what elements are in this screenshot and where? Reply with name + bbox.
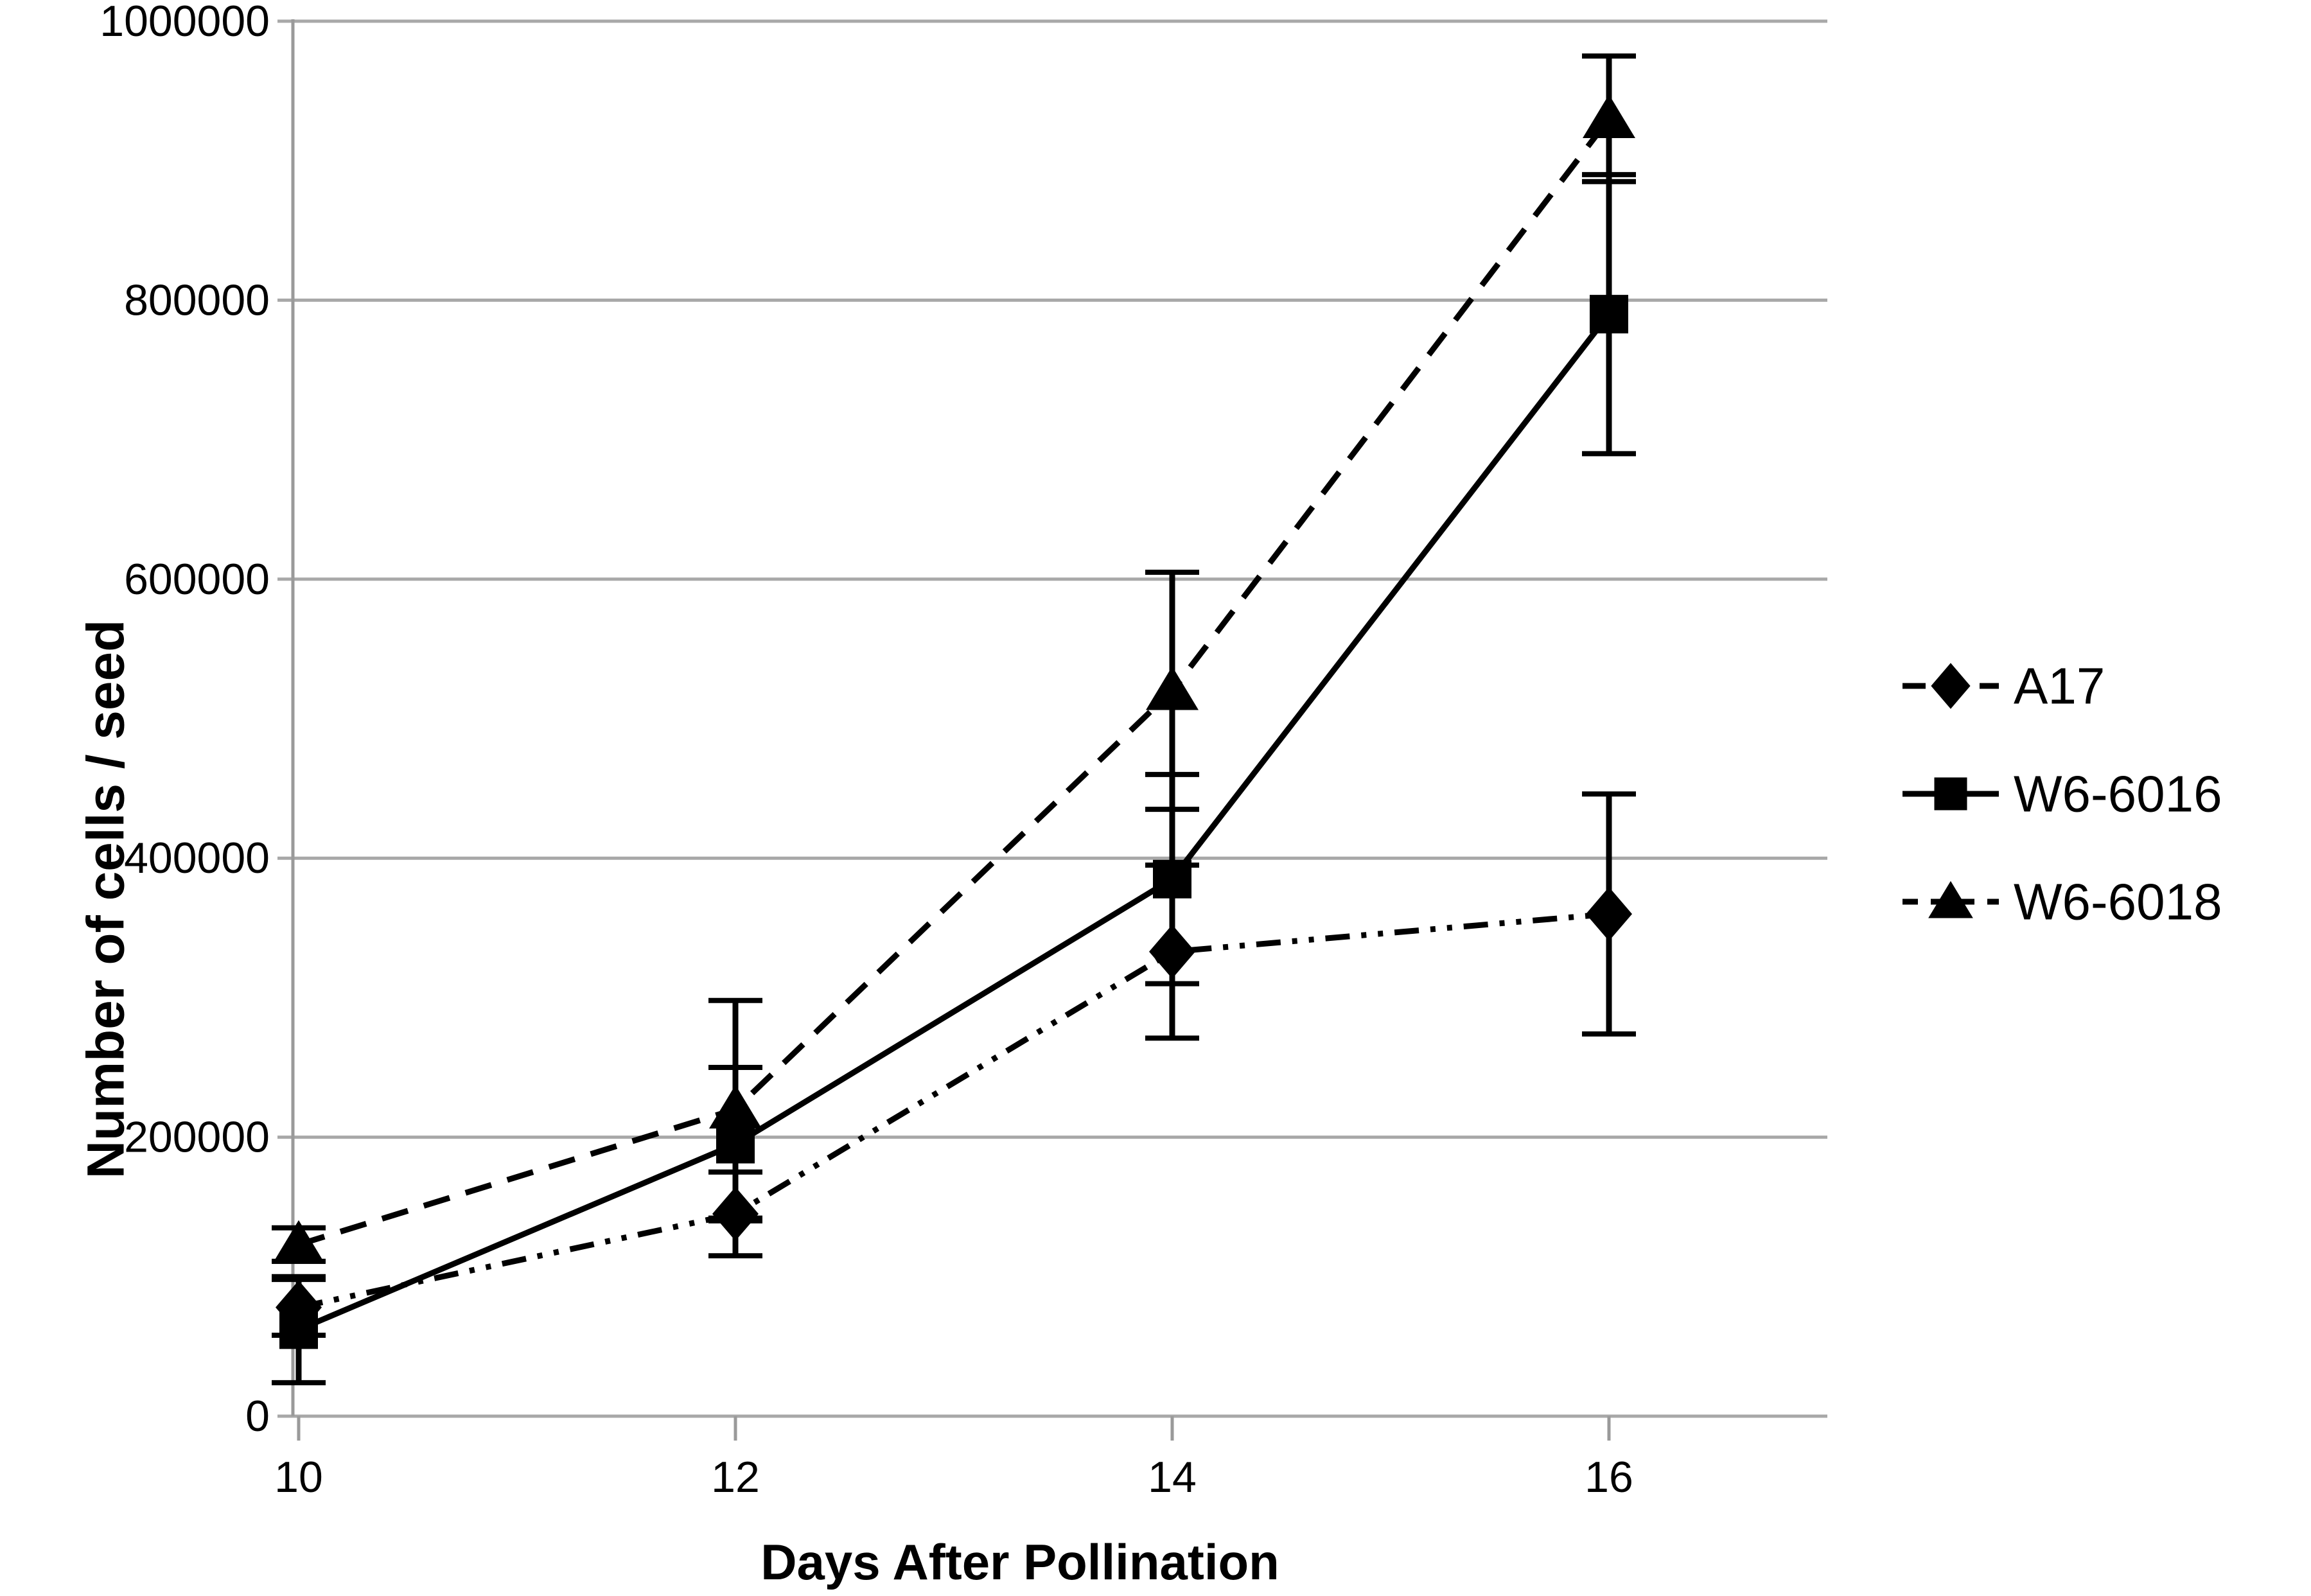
legend-square-icon	[1934, 777, 1967, 811]
legend-triangle-icon	[1928, 881, 1973, 918]
y-tick-label-1000000: 1000000	[100, 0, 270, 46]
triangle-marker-W6-6018-10	[272, 1220, 325, 1264]
diamond-marker-A17-16	[1586, 887, 1632, 942]
legend-label: W6-6018	[2014, 873, 2222, 931]
series-lines	[297, 117, 1612, 1333]
x-tick-labels: 10 12 14 16	[274, 1453, 1633, 1502]
y-tick-label-800000: 800000	[124, 276, 270, 324]
series-markers	[272, 94, 1635, 1349]
square-marker-W6-6016-12	[716, 1125, 755, 1164]
x-tick-label-14: 14	[1148, 1453, 1197, 1502]
triangle-marker-W6-6018-16	[1583, 94, 1635, 139]
y-tick-label-600000: 600000	[124, 555, 270, 604]
x-tick-label-16: 16	[1585, 1453, 1633, 1502]
square-marker-W6-6016-10	[279, 1310, 318, 1349]
triangle-marker-W6-6018-12	[709, 1085, 762, 1129]
x-tick-label-12: 12	[711, 1453, 760, 1502]
x-axis-ticks	[297, 1416, 1611, 1441]
triangle-marker-W6-6018-14	[1146, 666, 1199, 710]
series-line-W6-6018	[297, 117, 1612, 1248]
y-axis-title: Number of cells / seed	[77, 620, 136, 1179]
legend-item-w6-6018: W6-6018	[1902, 873, 2222, 931]
diamond-marker-A17-14	[1149, 924, 1195, 979]
square-marker-W6-6016-14	[1153, 859, 1191, 899]
legend-item-a17: A17	[1902, 658, 2105, 715]
gridlines	[277, 19, 1827, 1418]
y-tick-label-200000: 200000	[124, 1113, 270, 1162]
y-tick-label-0: 0	[245, 1392, 270, 1441]
legend-item-w6-6016: W6-6016	[1902, 766, 2222, 823]
series-line-A17	[298, 911, 1610, 1310]
legend: A17 W6-6016 W6-6018	[1902, 658, 2222, 931]
diamond-marker-A17-12	[712, 1187, 759, 1241]
square-marker-W6-6016-16	[1590, 295, 1628, 334]
legend-label: A17	[2014, 658, 2105, 715]
y-tick-labels: 0 200000 400000 600000 800000 1000000	[100, 0, 270, 1441]
x-tick-label-10: 10	[274, 1453, 323, 1502]
series-line-W6-6016	[297, 312, 1612, 1333]
legend-label: W6-6016	[2014, 766, 2222, 823]
y-tick-label-400000: 400000	[124, 834, 270, 882]
legend-diamond-icon	[1931, 663, 1971, 709]
x-axis-title: Days After Pollination	[760, 1534, 1279, 1590]
